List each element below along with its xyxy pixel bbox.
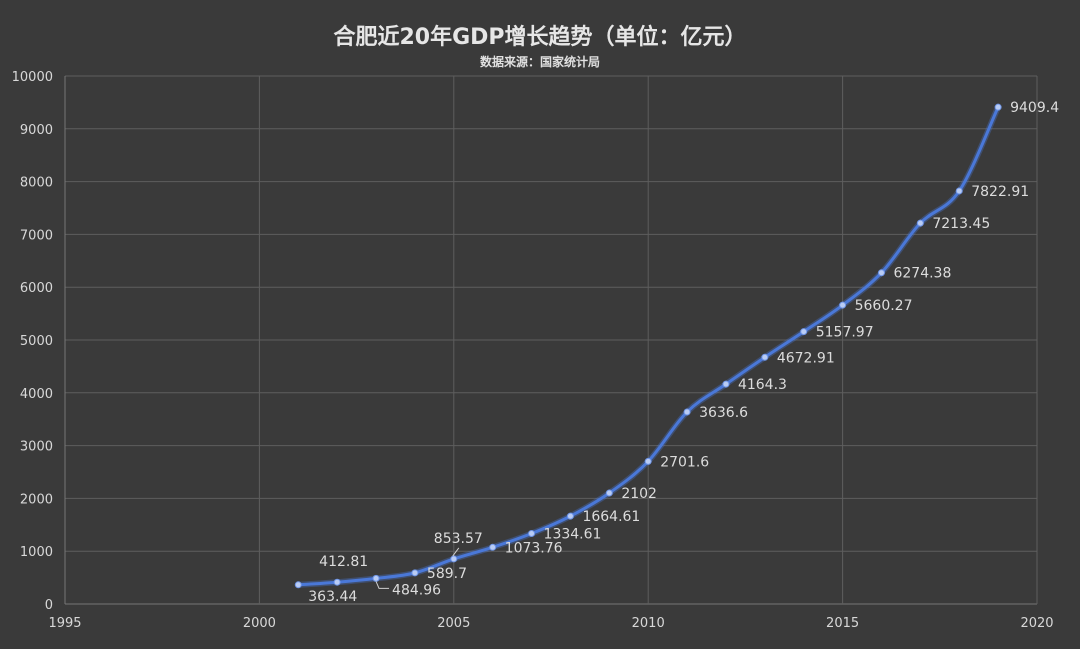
data-label: 2701.6 [660,454,709,470]
x-tick-label: 1995 [48,616,81,631]
data-point [916,219,924,227]
y-tick-label: 1000 [20,545,53,560]
x-tick-label: 2015 [826,616,859,631]
y-tick-label: 5000 [20,334,53,349]
data-point [994,103,1002,111]
data-point [411,569,419,577]
data-point [800,328,808,336]
data-label: 9409.4 [1010,100,1059,116]
chart-subtitle: 数据来源：国家统计局 [480,54,600,69]
y-tick-label: 4000 [20,387,53,402]
label-leader [375,581,390,589]
x-tick-label: 2010 [632,616,665,631]
y-tick-label: 10000 [12,70,53,85]
data-label: 6274.38 [893,266,951,282]
data-point [761,353,769,361]
y-tick-label: 2000 [20,492,53,507]
data-point [333,578,341,586]
grid-layer [64,75,1038,605]
data-label: 412.81 [319,554,368,570]
y-tick-label: 6000 [20,281,53,296]
data-point [566,512,574,520]
data-point [489,543,497,551]
x-tick-label: 2005 [437,616,470,631]
data-label: 2102 [621,486,657,502]
data-label: 7822.91 [971,184,1029,200]
data-label: 853.57 [434,531,483,547]
data-point [294,581,302,589]
y-tick-label: 9000 [20,123,53,138]
data-point [450,555,458,563]
data-label: 484.96 [392,582,441,598]
label-leader [452,547,460,557]
data-point [722,380,730,388]
data-label: 5157.97 [816,325,874,341]
data-point [644,457,652,465]
x-tick-label: 2000 [243,616,276,631]
data-label: 7213.45 [932,216,990,232]
data-label: 4672.91 [777,350,835,366]
y-tick-label: 7000 [20,228,53,243]
data-point [528,530,536,538]
data-point [877,269,885,277]
data-point [372,574,380,582]
data-label: 363.44 [308,589,357,605]
data-label: 1073.76 [505,540,563,556]
line-layer [294,103,1002,589]
data-label: 4164.3 [738,377,787,393]
data-label: 3636.6 [699,405,748,421]
y-tick-label: 0 [45,598,53,613]
data-label: 1334.61 [544,527,602,543]
chart-title: 合肥近20年GDP增长趋势（单位：亿元） [333,24,746,50]
x-tick-label: 2020 [1020,616,1053,631]
data-label: 1664.61 [582,509,640,525]
data-label: 589.7 [427,566,467,582]
data-point [955,187,963,195]
data-point [839,301,847,309]
data-point [683,408,691,416]
y-tick-label: 8000 [20,176,53,191]
y-tick-label: 3000 [20,440,53,455]
data-point [605,489,613,497]
data-label: 5660.27 [855,298,913,314]
tick-layer: 0 1000 2000 3000 4000 5000 6000 7000 8000 9000 100… [12,70,1054,631]
